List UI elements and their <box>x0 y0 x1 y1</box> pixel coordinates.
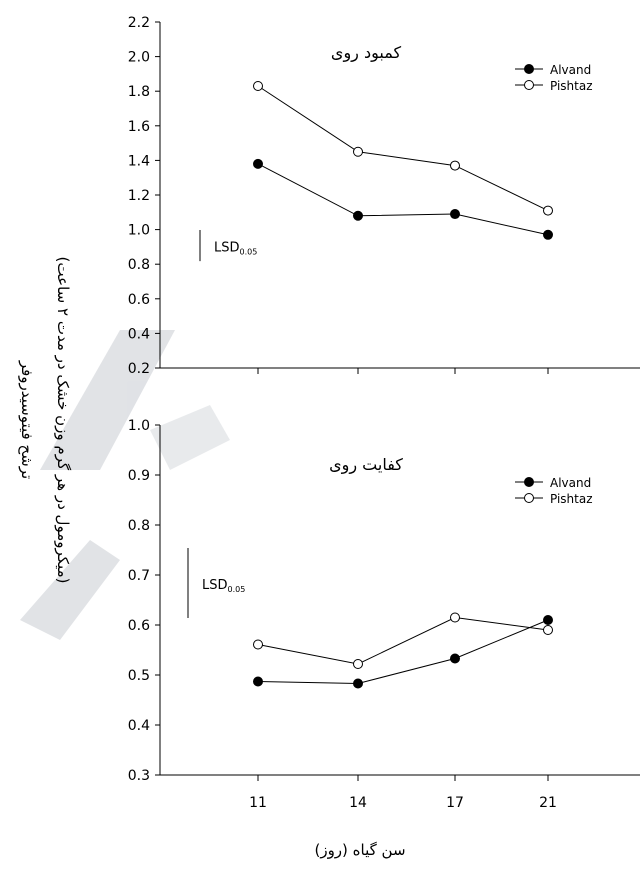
x-tick-label: 14 <box>349 795 367 811</box>
watermark-stroke-3 <box>150 405 230 470</box>
lsd-bar: LSD0.05 <box>187 548 245 618</box>
y-tick-label: 2.2 <box>128 15 150 31</box>
data-point-pishtaz <box>253 639 263 650</box>
x-tick-label: 21 <box>539 795 557 811</box>
y-tick-label: 0.4 <box>128 718 150 734</box>
y-tick-label: 1.2 <box>128 188 150 204</box>
y-tick-label: 0.3 <box>128 768 150 784</box>
panel-ticks: 0.3 0.4 0.5 0.6 0.7 0.8 0.9 1.0 11 14 17 21 <box>128 418 557 811</box>
lsd-label: LSD0.05 <box>202 578 245 594</box>
y-tick-label: 1.6 <box>128 119 150 135</box>
y-tick-label: 1.0 <box>128 223 150 239</box>
legend-marker <box>524 477 534 487</box>
lsd-bar: LSD0.05 <box>199 230 257 262</box>
lsd-label: LSD0.05 <box>214 241 257 257</box>
series-line-pishtaz <box>257 616 549 665</box>
legend-marker <box>524 493 534 503</box>
legend-label: Alvand <box>550 63 591 77</box>
legend-label: Alvand <box>550 476 591 490</box>
y-tick-label: 0.7 <box>128 568 150 584</box>
data-point-pishtaz <box>253 81 263 92</box>
panel-ticks: 0.2 0.4 0.6 0.8 1.0 1.2 1.4 1.6 1.8 2.0 2.2 <box>128 15 549 377</box>
y-tick-label: 0.6 <box>128 618 150 634</box>
data-point-pishtaz <box>450 612 460 623</box>
y-tick-label: 0.8 <box>128 257 150 273</box>
legend: Alvand Pishtaz <box>515 476 593 506</box>
y-tick-label: 0.6 <box>128 292 150 308</box>
data-point-alvand <box>543 229 553 240</box>
y-axis-title: ترشح فیتوسیدروفر (میکرومول در هر گرم وزن… <box>18 257 72 584</box>
y-tick-label: 0.9 <box>128 468 150 484</box>
lsd-label-subscript: 0.05 <box>228 585 246 594</box>
y-tick-label: 0.8 <box>128 518 150 534</box>
series-group <box>253 81 553 240</box>
y-axis-title-line1: ترشح فیتوسیدروفر <box>18 360 36 479</box>
data-point-alvand <box>353 678 363 689</box>
watermark-stroke-2 <box>20 540 120 640</box>
lsd-label-text: LSD <box>202 578 228 593</box>
y-tick-label: 0.2 <box>128 361 150 377</box>
legend: Alvand Pishtaz <box>515 63 593 93</box>
data-point-alvand <box>253 158 263 169</box>
series-group <box>253 612 553 689</box>
x-tick-label: 11 <box>249 795 267 811</box>
lsd-label-text: LSD <box>214 241 240 256</box>
legend-marker <box>524 80 534 90</box>
lsd-label-subscript: 0.05 <box>240 248 258 257</box>
y-tick-label: 1.8 <box>128 84 150 100</box>
y-tick-label: 1.0 <box>128 418 150 434</box>
series-line-alvand <box>257 619 549 685</box>
series-line-alvand <box>257 163 549 236</box>
data-point-alvand <box>450 209 460 220</box>
x-tick-label: 17 <box>446 795 464 811</box>
watermark-stroke-1 <box>40 330 175 470</box>
y-tick-label: 0.4 <box>128 326 150 342</box>
legend-label: Pishtaz <box>550 79 593 93</box>
data-point-alvand <box>253 676 263 687</box>
panel-axes <box>159 425 640 776</box>
x-axis-title: سن گیاه (روز) <box>314 841 405 859</box>
data-point-pishtaz <box>543 625 553 635</box>
watermark-logo <box>20 330 230 640</box>
data-point-pishtaz <box>543 205 553 216</box>
data-point-alvand <box>353 210 363 221</box>
series-line-pishtaz <box>257 85 549 212</box>
data-point-pishtaz <box>450 160 460 171</box>
panel-title: کفایت روی <box>329 455 403 475</box>
chart-panel-zinc-sufficiency: 0.3 0.4 0.5 0.6 0.7 0.8 0.9 1.0 11 14 17 21 کفایت ر… <box>128 418 640 811</box>
y-tick-label: 0.5 <box>128 668 150 684</box>
data-point-pishtaz <box>353 659 363 669</box>
panel-title: کمبود روی <box>331 43 402 63</box>
legend-marker <box>524 64 534 74</box>
data-point-alvand <box>450 653 460 664</box>
data-point-pishtaz <box>353 146 363 157</box>
data-point-alvand <box>543 615 553 625</box>
y-tick-label: 2.0 <box>128 50 150 66</box>
y-tick-label: 1.4 <box>128 153 150 169</box>
chart-panel-zinc-deficiency: 0.2 0.4 0.6 0.8 1.0 1.2 1.4 1.6 1.8 2.0 2.2 کمبود … <box>128 15 640 377</box>
y-axis-title-line2: (میکرومول در هر گرم وزن خشک در مدت ۲ ساع… <box>54 257 72 584</box>
legend-label: Pishtaz <box>550 492 593 506</box>
